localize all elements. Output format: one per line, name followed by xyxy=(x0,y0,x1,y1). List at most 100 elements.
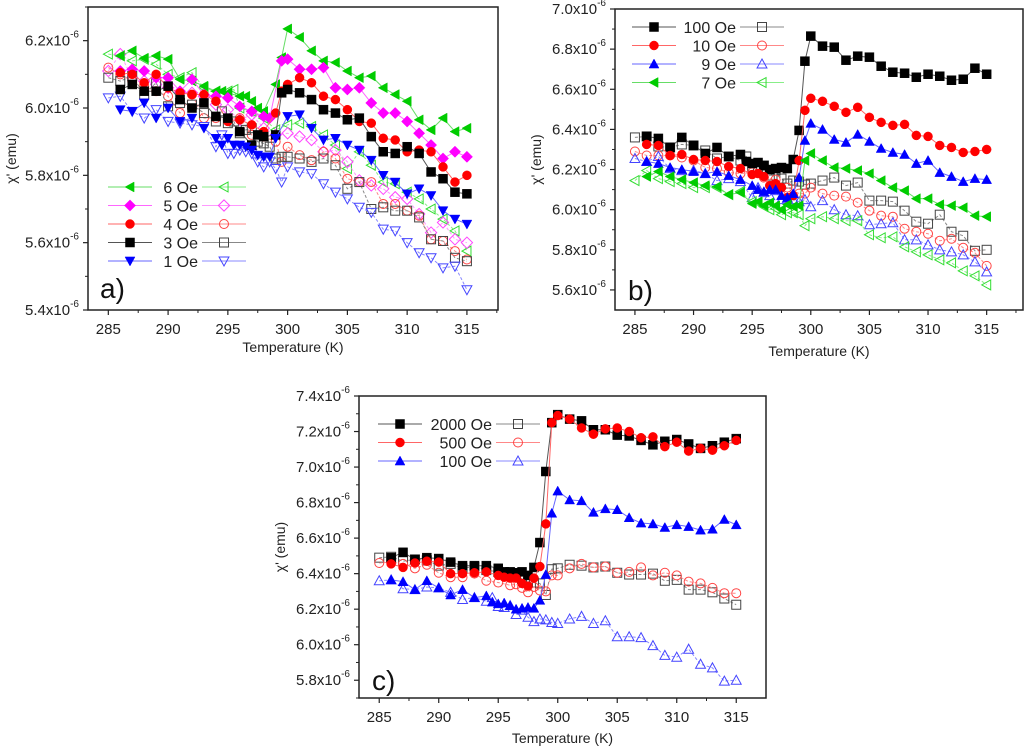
data-point xyxy=(227,83,239,96)
data-point xyxy=(449,126,460,137)
data-point xyxy=(461,219,473,230)
data-point xyxy=(677,149,687,160)
data-point xyxy=(923,218,934,229)
data-point xyxy=(294,88,305,98)
data-point xyxy=(540,613,552,625)
data-point xyxy=(354,177,365,188)
data-point xyxy=(660,441,670,452)
data-point xyxy=(410,558,420,568)
data-point xyxy=(305,63,318,76)
legend-label: 100 Oe xyxy=(440,454,493,471)
data-point xyxy=(276,156,287,167)
data-point xyxy=(677,132,687,143)
data-point xyxy=(817,175,828,186)
data-point xyxy=(449,214,461,225)
series-1-oe-filled xyxy=(114,98,473,230)
y-tick-label: 5.6x10-6 xyxy=(25,232,79,252)
data-point xyxy=(486,596,498,607)
data-point xyxy=(198,80,209,92)
plot-frame xyxy=(358,395,767,699)
data-point xyxy=(611,630,624,642)
data-point xyxy=(752,196,763,208)
data-point xyxy=(270,134,282,144)
legend-marker-open xyxy=(218,256,230,267)
data-point xyxy=(699,168,711,178)
data-point xyxy=(804,200,817,212)
data-point xyxy=(282,151,293,162)
data-point xyxy=(800,105,810,116)
data-point xyxy=(342,140,353,151)
data-point xyxy=(935,71,945,81)
data-point xyxy=(816,210,828,223)
data-point xyxy=(665,150,675,161)
data-point xyxy=(888,120,898,131)
series-100-oe-filled xyxy=(641,31,992,175)
data-point xyxy=(342,173,353,184)
data-point xyxy=(599,503,611,514)
data-point xyxy=(730,519,742,530)
x-tick-label: 310 xyxy=(916,321,941,338)
data-point xyxy=(448,232,462,246)
y-tick-label: 6.2x10-6 xyxy=(25,30,79,50)
data-point xyxy=(534,578,545,589)
data-point xyxy=(425,203,436,215)
data-point xyxy=(636,562,647,573)
legend-label: 500 Oe xyxy=(440,436,493,453)
data-point xyxy=(731,435,741,446)
data-point xyxy=(945,257,957,269)
data-point xyxy=(186,113,198,124)
data-point xyxy=(306,156,317,167)
data-point xyxy=(958,242,969,253)
data-point xyxy=(611,504,623,514)
data-point xyxy=(151,86,161,96)
panel-a: 285 290 295 300 305 310 315 5.4x10-6 5.6x10-6 5.8… xyxy=(3,6,499,355)
data-point xyxy=(840,191,851,202)
y-tick-label: 7.0x10-6 xyxy=(552,0,606,18)
x-tick-label: 295 xyxy=(740,321,765,338)
data-point xyxy=(293,167,306,178)
data-point xyxy=(981,260,992,271)
data-point xyxy=(461,122,472,134)
data-point xyxy=(934,167,946,177)
data-point xyxy=(457,560,468,571)
data-point xyxy=(150,113,162,124)
data-point xyxy=(281,162,294,173)
legend-marker-filled xyxy=(124,199,136,212)
data-point xyxy=(735,174,746,184)
data-point xyxy=(817,41,828,51)
data-point xyxy=(776,190,787,200)
data-point xyxy=(174,74,185,85)
data-point xyxy=(659,575,670,586)
data-point xyxy=(683,521,695,531)
data-point xyxy=(641,171,651,182)
data-point xyxy=(876,61,886,71)
data-point xyxy=(694,658,707,669)
data-point xyxy=(126,45,137,57)
data-point xyxy=(688,140,699,151)
data-point xyxy=(438,173,448,184)
data-point xyxy=(150,50,161,62)
legend-marker-filled xyxy=(395,437,405,448)
legend-entry: 5 Oe xyxy=(108,199,246,216)
data-point xyxy=(449,246,460,257)
series-line xyxy=(634,169,988,286)
data-point xyxy=(958,230,969,241)
data-point xyxy=(528,602,540,613)
data-point xyxy=(401,238,413,249)
series-9-oe-filled xyxy=(641,117,993,202)
data-point xyxy=(257,162,270,173)
data-point xyxy=(318,135,329,146)
data-point xyxy=(793,208,804,221)
x-tick-label: 305 xyxy=(857,321,882,338)
data-point xyxy=(529,573,539,583)
y-axis-title: χ' (emu) xyxy=(528,134,544,184)
data-point xyxy=(448,145,461,158)
data-point xyxy=(426,234,437,245)
data-point xyxy=(922,238,934,250)
data-point xyxy=(386,559,396,569)
data-point xyxy=(139,86,149,96)
data-point xyxy=(246,95,257,107)
data-point xyxy=(462,170,472,181)
data-point xyxy=(635,517,647,528)
data-point xyxy=(552,485,564,496)
